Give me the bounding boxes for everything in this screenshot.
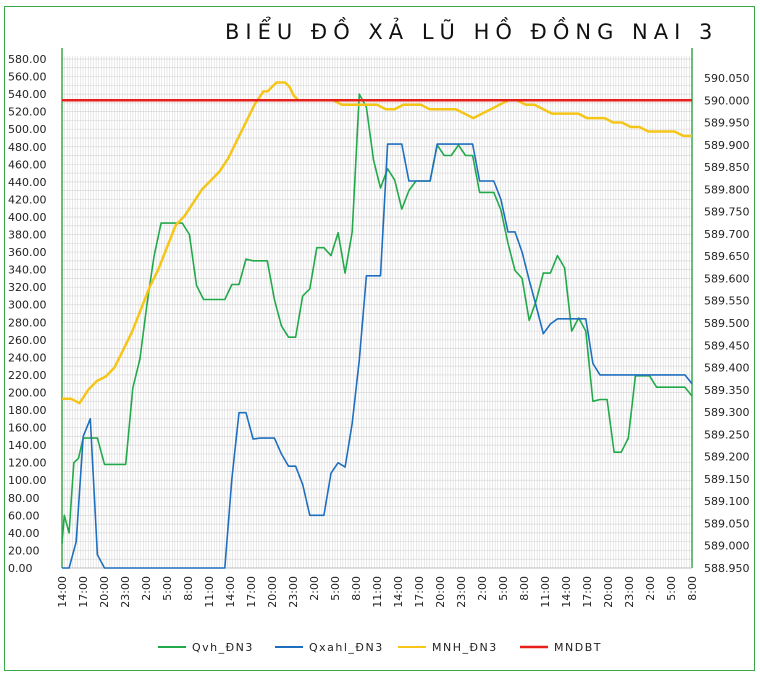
x-tick-label: 14:00 [56, 576, 69, 608]
x-tick-label: 11:00 [371, 576, 384, 608]
y-left-tick-label: 0.00 [8, 562, 33, 575]
y-left-tick-label: 380.00 [8, 229, 47, 242]
y-right-tick-label: 589.400 [704, 362, 750, 375]
x-tick-label: 14:00 [224, 576, 237, 608]
x-tick-label: 5:00 [329, 576, 342, 601]
y-left-tick-label: 460.00 [8, 158, 47, 171]
y-left-tick-label: 340.00 [8, 264, 47, 277]
x-tick-label: 23:00 [119, 576, 132, 608]
series-line-qvh [61, 93, 693, 544]
y-left-tick-label: 60.00 [8, 509, 40, 522]
y-left-tick-label: 100.00 [8, 474, 47, 487]
x-tick-label: 23:00 [455, 576, 468, 608]
y-right-tick-label: 589.100 [704, 495, 750, 508]
legend-label: MNDBT [554, 641, 602, 654]
y-left-tick-label: 540.00 [8, 88, 47, 101]
x-tick-label: 8:00 [350, 576, 363, 601]
x-tick-label: 5:00 [497, 576, 510, 601]
x-tick-label: 17:00 [245, 576, 258, 608]
y-left-tick-label: 440.00 [8, 176, 47, 189]
y-right-tick-label: 589.300 [704, 406, 750, 419]
x-tick-label: 20:00 [602, 576, 615, 608]
x-tick-label: 2:00 [140, 576, 153, 601]
x-tick-label: 2:00 [644, 576, 657, 601]
y-right-tick-label: 589.500 [704, 317, 750, 330]
y-right-tick-label: 590.000 [704, 94, 750, 107]
y-right-tick-label: 589.600 [704, 272, 750, 285]
legend-label: MNH_ĐN3 [432, 641, 498, 654]
y-right-tick-label: 589.550 [704, 295, 750, 308]
x-tick-label: 17:00 [77, 576, 90, 608]
y-right-tick-label: 588.950 [704, 562, 750, 575]
y-right-tick-label: 589.750 [704, 206, 750, 219]
y-right-tick-label: 589.450 [704, 339, 750, 352]
y-left-tick-label: 120.00 [8, 457, 47, 470]
y-left-tick-label: 400.00 [8, 211, 47, 224]
y-left-tick-label: 220.00 [8, 369, 47, 382]
y-left-tick-label: 140.00 [8, 439, 47, 452]
x-tick-label: 11:00 [539, 576, 552, 608]
chart-title: BIỂU ĐỒ XẢ LŨ HỒ ĐỒNG NAI 3 [225, 20, 719, 44]
y-left-tick-label: 40.00 [8, 527, 40, 540]
x-tick-label: 20:00 [98, 576, 111, 608]
y-left-tick-label: 280.00 [8, 316, 47, 329]
x-tick-label: 5:00 [161, 576, 174, 601]
y-left-tick-label: 480.00 [8, 141, 47, 154]
x-tick-label: 20:00 [434, 576, 447, 608]
y-left-tick-label: 20.00 [8, 544, 40, 557]
y-right-tick-label: 589.800 [704, 183, 750, 196]
series-line-mnh [62, 81, 692, 405]
y-right-tick-label: 589.950 [704, 117, 750, 130]
y-left-tick-label: 240.00 [8, 351, 47, 364]
y-right-tick-label: 589.900 [704, 139, 750, 152]
x-tick-label: 2:00 [308, 576, 321, 601]
series-line-qxahl [62, 143, 693, 569]
x-tick-label: 23:00 [623, 576, 636, 608]
y-left-tick-label: 580.00 [8, 53, 47, 66]
y-right-tick-label: 589.000 [704, 540, 750, 553]
x-tick-label: 8:00 [686, 576, 699, 601]
legend-label: Qvh_ĐN3 [192, 641, 254, 654]
x-tick-label: 17:00 [413, 576, 426, 608]
x-tick-label: 11:00 [203, 576, 216, 608]
x-tick-label: 20:00 [266, 576, 279, 608]
x-tick-label: 17:00 [581, 576, 594, 608]
y-left-tick-label: 80.00 [8, 492, 40, 505]
y-right-tick-label: 589.650 [704, 250, 750, 263]
y-right-tick-label: 589.250 [704, 428, 750, 441]
y-left-tick-label: 160.00 [8, 422, 47, 435]
y-left-tick-label: 360.00 [8, 246, 47, 259]
y-right-tick-label: 589.050 [704, 517, 750, 530]
y-right-tick-label: 589.700 [704, 228, 750, 241]
y-left-tick-label: 520.00 [8, 106, 47, 119]
y-right-tick-label: 589.350 [704, 384, 750, 397]
x-tick-label: 2:00 [476, 576, 489, 601]
legend-label: Qxahl_ĐN3 [309, 641, 384, 654]
y-right-tick-label: 589.150 [704, 473, 750, 486]
x-tick-label: 14:00 [392, 576, 405, 608]
x-tick-label: 8:00 [518, 576, 531, 601]
x-tick-label: 8:00 [182, 576, 195, 601]
y-left-tick-label: 320.00 [8, 281, 47, 294]
y-left-tick-label: 300.00 [8, 299, 47, 312]
x-tick-label: 14:00 [560, 576, 573, 608]
y-left-tick-label: 420.00 [8, 193, 47, 206]
y-right-tick-label: 589.200 [704, 451, 750, 464]
x-tick-label: 23:00 [287, 576, 300, 608]
y-left-tick-label: 500.00 [8, 123, 47, 136]
y-left-tick-label: 260.00 [8, 334, 47, 347]
y-left-tick-label: 200.00 [8, 386, 47, 399]
x-tick-label: 5:00 [665, 576, 678, 601]
y-left-tick-label: 560.00 [8, 71, 47, 84]
y-left-tick-label: 180.00 [8, 404, 47, 417]
y-right-tick-label: 590.050 [704, 72, 750, 85]
y-right-tick-label: 589.850 [704, 161, 750, 174]
